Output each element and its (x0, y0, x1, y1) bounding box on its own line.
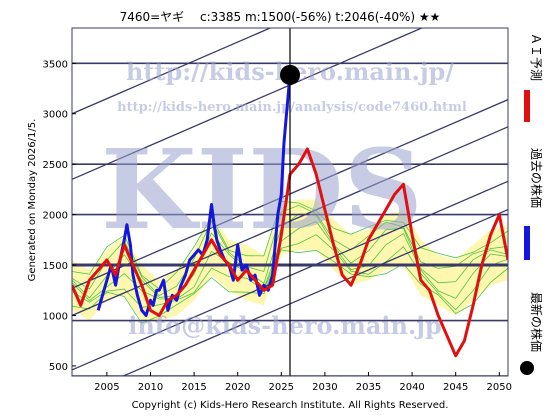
y-tick-label: 500 (49, 362, 68, 373)
x-tick-label: 2040 (399, 382, 424, 393)
x-tick-label: 2005 (94, 382, 119, 393)
watermark-center: KIDS (101, 125, 423, 254)
y-tick-label: 1500 (43, 261, 68, 272)
chart-title: 7460=ヤギ c:3385 m:1500(-56%) t:2046(-40%)… (120, 10, 441, 24)
y-tick-label: 3500 (43, 59, 68, 70)
y-tick-label: 3000 (43, 110, 68, 121)
x-tick-label: 2010 (138, 382, 163, 393)
x-tick-label: 2035 (356, 382, 381, 393)
legend-label-past-price: 過去の株価 (529, 148, 544, 208)
legend-swatch-latest-price (520, 361, 534, 375)
legend: ＡＩ予測 過去の株価 最新の株価 (520, 33, 544, 375)
axis-ticks: 2005 2010 2015 2020 2025 2030 2035 2040 2045 2050… (43, 59, 512, 393)
x-tick-label: 2045 (443, 382, 468, 393)
legend-swatch-past-price (524, 226, 530, 260)
generated-label: Generated on Monday 2026/1/5. (27, 119, 38, 282)
legend-label-latest-price: 最新の株価 (529, 292, 544, 352)
watermark-email: info@kids-hero.main.jp (128, 311, 442, 340)
y-tick-label: 2000 (43, 211, 68, 222)
y-tick-label: 1000 (43, 311, 68, 322)
x-tick-label: 2050 (487, 382, 512, 393)
x-tick-label: 2020 (225, 382, 250, 393)
x-tick-label: 2030 (312, 382, 337, 393)
x-tick-label: 2025 (269, 382, 294, 393)
watermark-url-small: http://kids-hero.main.jp/analysis/code74… (117, 100, 467, 115)
copyright-label: Copyright (c) Kids-Hero Research Institu… (132, 400, 449, 411)
legend-item-latest-price: 最新の株価 (520, 292, 544, 375)
x-tick-label: 2015 (181, 382, 206, 393)
legend-item-past-price: 過去の株価 (524, 148, 544, 260)
legend-item-ai-prediction: ＡＩ予測 (524, 33, 543, 122)
current-price-marker (280, 64, 300, 85)
legend-swatch-ai-prediction (524, 90, 530, 122)
series-past-price (96, 74, 292, 317)
y-tick-label: 2500 (43, 160, 68, 171)
plot-frame (71, 27, 509, 377)
trend-line (72, 28, 272, 115)
legend-label-ai-prediction: ＡＩ予測 (529, 33, 543, 81)
